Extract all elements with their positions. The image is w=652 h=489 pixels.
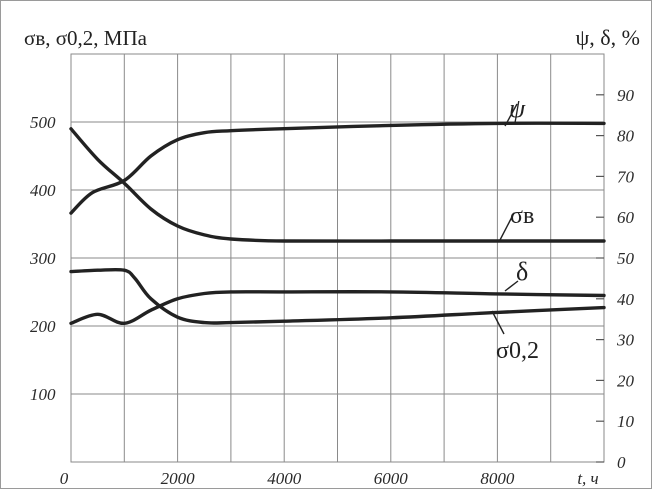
y-right-tick-label: 0 — [617, 453, 626, 472]
y-left-tick-label: 400 — [30, 181, 56, 200]
y-left-tick-label: 200 — [30, 317, 56, 336]
sigma-02-series-label: σ0,2 — [496, 338, 539, 364]
sigma-b-curve — [69, 127, 606, 243]
delta-leader — [504, 280, 519, 292]
grid — [70, 53, 605, 463]
x-axis-label: t, ч — [577, 469, 598, 488]
y-right-tick-label: 40 — [617, 290, 635, 309]
delta-series-label: δ — [516, 257, 528, 286]
x-tick-label: 2000 — [161, 469, 196, 488]
sigma-02-leader — [491, 310, 505, 335]
y-left-tick-label: 500 — [30, 113, 56, 132]
y-left-tick-label: 100 — [30, 385, 56, 404]
series-layer — [69, 121, 606, 325]
psi-series-label: ψ — [509, 94, 526, 123]
y-right-tick-label: 80 — [617, 127, 635, 146]
y-right-tick-label: 90 — [617, 86, 635, 105]
y-left-tick-label: 300 — [29, 249, 56, 268]
y-left-axis-label: σв, σ0,2, МПа — [24, 26, 148, 50]
y-right-tick-label: 50 — [617, 249, 635, 268]
y-right-tick-label: 20 — [617, 371, 635, 390]
y-right-axis-label: ψ, δ, % — [576, 25, 640, 50]
origin-label: 0 — [60, 469, 69, 488]
psi-leader — [504, 103, 518, 127]
sigma-b-leader — [499, 212, 515, 241]
y-right-tick-label: 60 — [617, 208, 635, 227]
y-right-tick-label: 30 — [616, 331, 635, 350]
x-tick-label: 8000 — [480, 469, 515, 488]
delta-curve — [69, 290, 606, 325]
x-tick-label: 6000 — [374, 469, 409, 488]
y-right-tick-label: 70 — [617, 167, 635, 186]
y-right-tick-label: 10 — [617, 412, 635, 431]
tick-labels: 100 200 300 400 500 0 10 20 30 40 50 60 70 80 90 2000 40… — [29, 86, 635, 488]
sigma-b-series-label: σв — [510, 203, 534, 229]
x-tick-label: 4000 — [267, 469, 302, 488]
sigma-02-curve — [69, 267, 606, 325]
